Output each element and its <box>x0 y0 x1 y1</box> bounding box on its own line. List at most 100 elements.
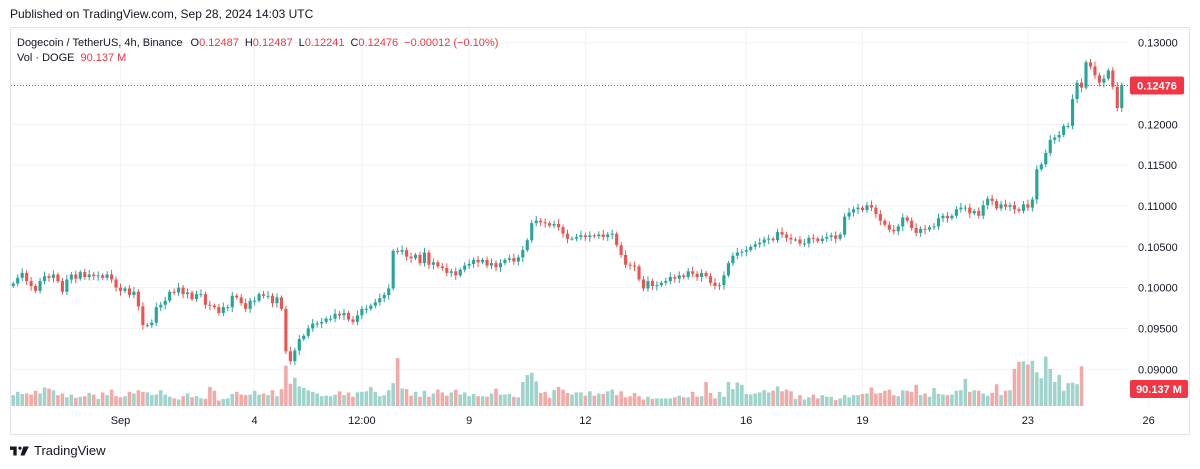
x-axis: Sep 4 12:00 9 12 16 19 23 26 <box>111 415 1155 427</box>
candle-body <box>521 250 525 258</box>
candle <box>498 259 503 272</box>
candle-body <box>1088 62 1093 67</box>
volume-bar <box>1003 390 1008 406</box>
volume-bar <box>337 391 342 406</box>
candle <box>436 260 440 269</box>
volume-bar <box>999 395 1003 406</box>
candle-body <box>731 255 735 264</box>
candle <box>337 311 342 320</box>
candle <box>807 235 811 248</box>
volume-bar <box>757 392 762 406</box>
volume-bar <box>386 390 391 406</box>
open-label: O <box>190 37 200 49</box>
candle-body <box>968 207 972 214</box>
candle <box>302 333 306 342</box>
candle <box>771 236 775 243</box>
candle-body <box>373 302 377 306</box>
y-tick-label: 0.11000 <box>1138 201 1177 213</box>
volume-bar <box>623 397 628 406</box>
candle <box>239 294 243 306</box>
candle <box>445 263 449 277</box>
candle <box>235 293 239 300</box>
volume-bar <box>1030 360 1035 406</box>
brand-name: TradingView <box>34 443 106 458</box>
chart-legend: Dogecoin / TetherUS, 4h, Binance O0.12487… <box>17 36 498 66</box>
volume-bar <box>637 396 641 406</box>
volume-bar <box>740 384 744 406</box>
volume-bar <box>677 395 682 406</box>
candle <box>373 298 377 309</box>
volume-bar <box>945 395 950 406</box>
candle-body <box>789 237 793 240</box>
candle <box>472 257 476 268</box>
volume-bar <box>449 392 454 406</box>
candle-body <box>910 220 914 229</box>
y-axis: 0.130000.125000.120000.115000.110000.105… <box>1138 38 1178 377</box>
candle-body <box>1008 205 1012 207</box>
candle <box>565 229 570 244</box>
candle <box>883 218 887 227</box>
candle <box>816 236 820 244</box>
volume-bar <box>427 396 431 406</box>
candle <box>856 203 860 214</box>
candle <box>101 273 105 280</box>
volume-bar <box>74 397 78 406</box>
volume-bar <box>1039 378 1044 406</box>
volume-bar <box>534 381 538 406</box>
volume-bar <box>91 394 96 406</box>
volume-bar <box>981 393 985 406</box>
candle-body <box>950 215 954 219</box>
candle-body <box>543 222 547 224</box>
candle <box>995 199 999 211</box>
candle <box>342 308 346 321</box>
candle <box>1057 130 1061 143</box>
candle-body <box>284 308 288 352</box>
volume-bar <box>252 390 257 406</box>
candle-body <box>498 263 503 268</box>
volume-bar <box>972 390 977 406</box>
candle-body <box>695 273 699 278</box>
candle <box>905 215 909 223</box>
candle-body <box>311 323 315 329</box>
candle-body <box>194 294 199 300</box>
chart-frame[interactable] <box>10 27 1190 435</box>
candle-body <box>565 233 570 239</box>
candle-body <box>990 198 994 202</box>
volume-bar <box>963 378 968 406</box>
candle <box>641 276 646 292</box>
volume-bar <box>199 398 203 406</box>
volume-bar <box>753 393 758 406</box>
volume-bar <box>123 396 127 406</box>
candle-body <box>382 294 386 299</box>
volume-bar <box>243 395 248 406</box>
candle-body <box>744 250 748 252</box>
candle-body <box>378 298 382 303</box>
candle <box>203 291 208 309</box>
candle <box>320 317 324 329</box>
candle-body <box>1003 204 1008 207</box>
candle <box>87 269 91 281</box>
candle <box>852 206 856 217</box>
x-tick-label: 12 <box>579 415 591 427</box>
candle-body <box>762 239 766 243</box>
volume-bar <box>668 398 673 406</box>
tradingview-footer[interactable]: TradingView <box>10 443 106 458</box>
candle-body <box>38 281 42 291</box>
volume-bar <box>784 389 789 406</box>
candle-body <box>588 235 592 238</box>
volume-bar <box>887 389 892 406</box>
candle <box>181 284 185 299</box>
candle <box>1106 68 1110 81</box>
volume-bar <box>704 382 708 406</box>
candle <box>382 292 386 303</box>
candle-body <box>650 281 654 286</box>
candle-body <box>333 313 337 319</box>
volume-bar <box>248 394 252 406</box>
candle-body <box>351 319 355 322</box>
volume-bar <box>820 395 825 406</box>
volume-bar <box>293 377 297 406</box>
volume-bar <box>516 397 521 406</box>
candle-body <box>995 201 999 209</box>
candle <box>610 229 614 240</box>
